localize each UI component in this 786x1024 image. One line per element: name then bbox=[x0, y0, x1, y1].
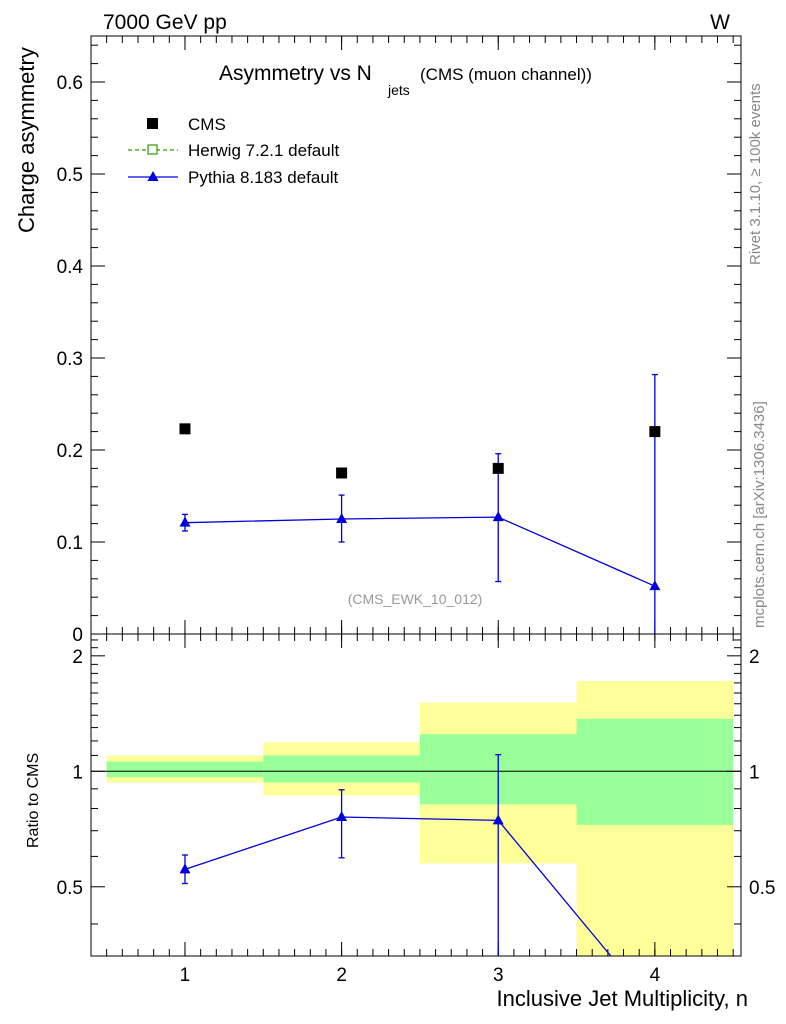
legend-cms-marker bbox=[147, 118, 158, 129]
cms-point bbox=[179, 423, 191, 435]
pythia-point bbox=[649, 580, 661, 591]
ratio-y-tick-label: 0.5 bbox=[57, 878, 83, 899]
rivet-version-label: Rivet 3.1.10, ≥ 100k events bbox=[747, 83, 764, 265]
ratio-pythia-point bbox=[336, 811, 348, 822]
plot-title-suffix: (CMS (muon channel)) bbox=[420, 65, 592, 84]
legend-cms-label: CMS bbox=[188, 115, 226, 134]
mcplots-reference-label: mcplots.cern.ch [arXiv:1306.3436] bbox=[751, 401, 768, 628]
pythia-line bbox=[184, 516, 656, 587]
legend-pythia-label: Pythia 8.183 default bbox=[188, 168, 339, 187]
ratio-y-tick-label: 1 bbox=[72, 762, 83, 783]
pythia-point bbox=[492, 511, 504, 522]
ratio-green-band bbox=[263, 755, 420, 783]
main-panel: 0 0.1 0.2 0.3 0.4 0.5 0.6 bbox=[57, 35, 742, 646]
ratio-pythia-point bbox=[492, 814, 504, 825]
legend: CMS Herwig 7.2.1 default Pythia 8.183 de… bbox=[128, 115, 339, 187]
main-y-tick-label: 0.5 bbox=[57, 165, 83, 186]
main-axis-ticks: 0 0.1 0.2 0.3 0.4 0.5 0.6 bbox=[57, 36, 741, 646]
header-process-label: W bbox=[710, 11, 730, 34]
legend-herwig-label: Herwig 7.2.1 default bbox=[188, 141, 339, 160]
ratio-pythia-line bbox=[184, 816, 612, 957]
ratio-y-tick-label-right: 0.5 bbox=[749, 878, 775, 899]
main-y-axis-label: Charge asymmetry bbox=[14, 47, 39, 233]
analysis-tag: (CMS_EWK_10_012) bbox=[348, 591, 483, 607]
ratio-data-marks bbox=[91, 754, 741, 957]
legend-herwig-marker bbox=[147, 144, 158, 155]
legend-pythia-marker bbox=[147, 171, 159, 181]
x-tick-label: 1 bbox=[180, 965, 191, 986]
cms-point bbox=[649, 426, 661, 438]
ratio-panel: 0.5 0.5 1 1 2 2 1 2 3 4 bbox=[57, 633, 775, 986]
main-y-tick-label: 0.4 bbox=[57, 257, 84, 278]
plot-title-subscript: jets bbox=[387, 82, 410, 98]
ratio-pythia-point bbox=[179, 863, 191, 874]
x-tick-label: 2 bbox=[336, 965, 347, 986]
main-y-tick-label: 0 bbox=[72, 625, 83, 646]
ratio-y-tick-label-right: 2 bbox=[749, 647, 760, 668]
ratio-green-band bbox=[106, 761, 264, 778]
ratio-y-tick-label-right: 1 bbox=[749, 762, 760, 783]
ratio-green-band bbox=[576, 718, 734, 825]
plot-title: Asymmetry vs N bbox=[219, 62, 372, 85]
cms-point bbox=[336, 467, 348, 479]
x-tick-label: 4 bbox=[650, 965, 661, 986]
x-axis-label: Inclusive Jet Multiplicity, n bbox=[497, 986, 748, 1011]
main-y-tick-label: 0.2 bbox=[57, 441, 83, 462]
x-tick-label: 3 bbox=[493, 965, 504, 986]
ratio-y-axis-label: Ratio to CMS bbox=[25, 753, 42, 848]
main-y-tick-label: 0.3 bbox=[57, 349, 83, 370]
cms-point bbox=[492, 462, 504, 474]
pythia-point bbox=[336, 513, 348, 523]
ratio-y-tick-label: 2 bbox=[72, 647, 83, 668]
pythia-point bbox=[179, 516, 191, 527]
main-y-tick-label: 0.6 bbox=[57, 73, 83, 94]
main-y-tick-label: 0.1 bbox=[57, 533, 83, 554]
ratio-frame bbox=[90, 633, 742, 957]
header-energy-label: 7000 GeV pp bbox=[103, 11, 227, 34]
main-data-marks bbox=[179, 373, 661, 634]
